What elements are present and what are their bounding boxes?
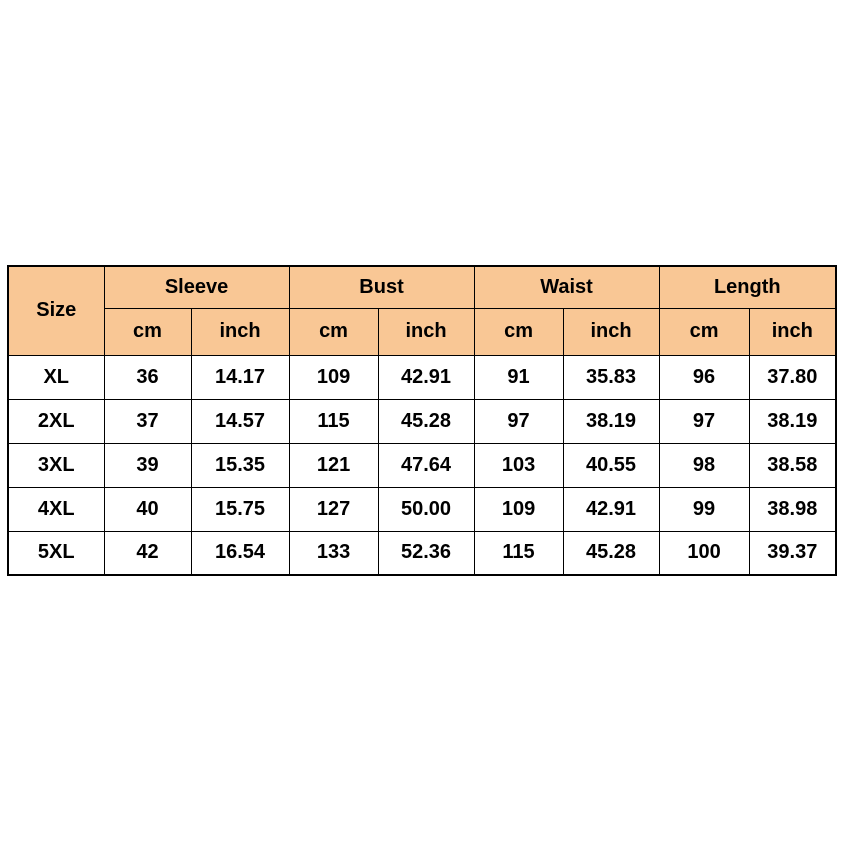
sleeve-cm-cell: 37 [103, 398, 192, 444]
bust-inch-cell: 45.28 [377, 398, 475, 444]
waist-cm-cell: 115 [473, 530, 564, 576]
sleeve-cm-cell: 42 [103, 530, 192, 576]
bust-inch-cell: 47.64 [377, 442, 475, 488]
bust-cm-cell: 121 [288, 442, 379, 488]
sleeve-inch-cell: 14.57 [190, 398, 290, 444]
waist-cm-cell: 91 [473, 354, 564, 400]
column-header-bust: Bust [288, 265, 475, 309]
bust-cm-cell: 133 [288, 530, 379, 576]
table-header: Size Sleeve Bust Waist Length cm inch cm… [7, 265, 837, 356]
waist-inch-cell: 40.55 [562, 442, 660, 488]
unit-header-sleeve-inch: inch [190, 307, 290, 356]
column-header-size: Size [7, 265, 105, 356]
bust-cm-cell: 127 [288, 486, 379, 532]
bust-inch-cell: 50.00 [377, 486, 475, 532]
waist-cm-cell: 109 [473, 486, 564, 532]
bust-inch-cell: 52.36 [377, 530, 475, 576]
waist-cm-cell: 97 [473, 398, 564, 444]
unit-header-length-inch: inch [748, 307, 837, 356]
unit-header-bust-cm: cm [288, 307, 379, 356]
sleeve-inch-cell: 16.54 [190, 530, 290, 576]
size-cell: 2XL [7, 398, 105, 444]
unit-header-sleeve-cm: cm [103, 307, 192, 356]
table-row-5xl: 5XL 42 16.54 133 52.36 115 45.28 100 39.… [7, 530, 837, 576]
sleeve-inch-cell: 15.75 [190, 486, 290, 532]
column-header-length: Length [658, 265, 837, 309]
length-inch-cell: 37.80 [748, 354, 837, 400]
sleeve-cm-cell: 36 [103, 354, 192, 400]
bust-cm-cell: 115 [288, 398, 379, 444]
length-cm-cell: 97 [658, 398, 750, 444]
length-inch-cell: 38.19 [748, 398, 837, 444]
length-cm-cell: 99 [658, 486, 750, 532]
length-cm-cell: 100 [658, 530, 750, 576]
size-cell: XL [7, 354, 105, 400]
sleeve-inch-cell: 14.17 [190, 354, 290, 400]
unit-header-waist-cm: cm [473, 307, 564, 356]
column-header-waist: Waist [473, 265, 660, 309]
group-header-row: Size Sleeve Bust Waist Length [7, 265, 837, 356]
table-row-3xl: 3XL 39 15.35 121 47.64 103 40.55 98 38.5… [7, 442, 837, 488]
column-header-sleeve: Sleeve [103, 265, 290, 309]
table-row-xl: XL 36 14.17 109 42.91 91 35.83 96 37.80 [7, 354, 837, 400]
length-inch-cell: 38.98 [748, 486, 837, 532]
size-chart-table: Size Sleeve Bust Waist Length cm inch cm… [7, 265, 838, 576]
length-inch-cell: 38.58 [748, 442, 837, 488]
waist-inch-cell: 35.83 [562, 354, 660, 400]
table-row-2xl: 2XL 37 14.57 115 45.28 97 38.19 97 38.19 [7, 398, 837, 444]
waist-cm-cell: 103 [473, 442, 564, 488]
waist-inch-cell: 38.19 [562, 398, 660, 444]
table-row-4xl: 4XL 40 15.75 127 50.00 109 42.91 99 38.9… [7, 486, 837, 532]
bust-cm-cell: 109 [288, 354, 379, 400]
length-inch-cell: 39.37 [748, 530, 837, 576]
sleeve-cm-cell: 39 [103, 442, 192, 488]
unit-header-row: cm inch cm inch cm inch cm inch [8, 307, 837, 356]
length-cm-cell: 96 [658, 354, 750, 400]
sleeve-inch-cell: 15.35 [190, 442, 290, 488]
size-cell: 3XL [7, 442, 105, 488]
waist-inch-cell: 42.91 [562, 486, 660, 532]
unit-header-bust-inch: inch [377, 307, 475, 356]
size-cell: 5XL [7, 530, 105, 576]
length-cm-cell: 98 [658, 442, 750, 488]
size-cell: 4XL [7, 486, 105, 532]
table-body: XL 36 14.17 109 42.91 91 35.83 96 37.80 … [7, 354, 837, 576]
unit-header-length-cm: cm [658, 307, 750, 356]
sleeve-cm-cell: 40 [103, 486, 192, 532]
bust-inch-cell: 42.91 [377, 354, 475, 400]
waist-inch-cell: 45.28 [562, 530, 660, 576]
unit-header-waist-inch: inch [562, 307, 660, 356]
